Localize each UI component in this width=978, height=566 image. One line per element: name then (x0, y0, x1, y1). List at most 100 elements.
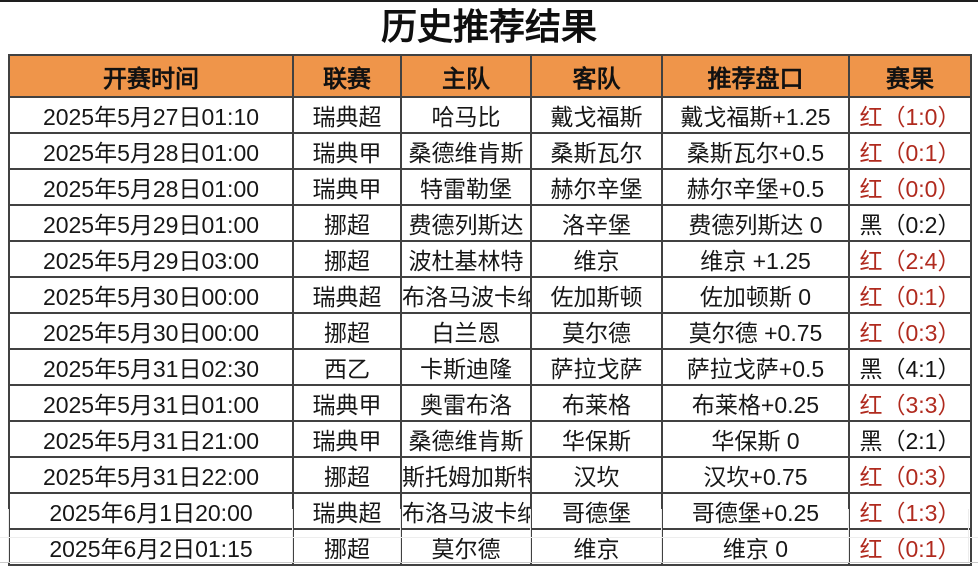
header-result: 赛果 (848, 54, 972, 98)
cell-away: 汉坎 (530, 456, 663, 494)
cell-result: 红（0:1） (848, 276, 972, 314)
header-league: 联赛 (292, 54, 402, 98)
table-row: 2025年5月28日01:00 瑞典甲 桑德维肯斯 桑斯瓦尔 桑斯瓦尔+0.5 红（0:1… (8, 132, 972, 170)
cell-time: 2025年5月30日00:00 (8, 312, 294, 350)
table-row: 2025年5月31日21:00 瑞典甲 桑德维肯斯 华保斯 华保斯 0 黑（2:1） (8, 420, 972, 458)
ghost-gridline-v (8, 509, 9, 562)
table-row: 2025年5月29日01:00 挪超 费德列斯达 洛辛堡 费德列斯达 0 黑（0:2） (8, 204, 972, 242)
cell-league: 瑞典超 (292, 276, 402, 314)
cell-result: 红（0:3） (848, 312, 972, 350)
cell-handicap: 哥德堡+0.25 (661, 492, 850, 530)
cell-handicap: 维京 0 (661, 528, 850, 566)
cell-result: 红（0:1） (848, 528, 972, 566)
cell-handicap: 华保斯 0 (661, 420, 850, 458)
header-away: 客队 (530, 54, 663, 98)
cell-time: 2025年5月31日02:30 (8, 348, 294, 386)
cell-away: 维京 (530, 240, 663, 278)
cell-home: 莫尔德 (400, 528, 532, 566)
cell-league: 瑞典超 (292, 492, 402, 530)
cell-home: 奥雷布洛 (400, 384, 532, 422)
table-row: 2025年5月27日01:10 瑞典超 哈马比 戴戈福斯 戴戈福斯+1.25 红（1:0） (8, 96, 972, 134)
cell-home: 布洛马波卡纳 (400, 276, 532, 314)
cell-handicap: 汉坎+0.75 (661, 456, 850, 494)
cell-away: 戴戈福斯 (530, 96, 663, 134)
cell-home: 费德列斯达 (400, 204, 532, 242)
cell-league: 挪超 (292, 204, 402, 242)
table-row: 2025年5月28日01:00 瑞典甲 特雷勒堡 赫尔辛堡 赫尔辛堡+0.5 红（0:0） (8, 168, 972, 206)
cell-away: 哥德堡 (530, 492, 663, 530)
results-table: 开赛时间 联赛 主队 客队 推荐盘口 赛果 2025年5月27日01:10 瑞典超… (8, 54, 972, 566)
cell-away: 洛辛堡 (530, 204, 663, 242)
cell-away: 莫尔德 (530, 312, 663, 350)
cell-away: 桑斯瓦尔 (530, 132, 663, 170)
cell-time: 2025年5月30日00:00 (8, 276, 294, 314)
cell-handicap: 萨拉戈萨+0.5 (661, 348, 850, 386)
cell-time: 2025年5月31日22:00 (8, 456, 294, 494)
cell-result: 黑（0:2） (848, 204, 972, 242)
cell-away: 维京 (530, 528, 663, 566)
cell-league: 挪超 (292, 312, 402, 350)
cell-away: 萨拉戈萨 (530, 348, 663, 386)
cell-handicap: 戴戈福斯+1.25 (661, 96, 850, 134)
cell-home: 波杜基林特 (400, 240, 532, 278)
cell-league: 瑞典甲 (292, 168, 402, 206)
cell-league: 挪超 (292, 456, 402, 494)
cell-home: 卡斯迪隆 (400, 348, 532, 386)
cell-handicap: 布莱格+0.25 (661, 384, 850, 422)
ghost-gridline-h (0, 537, 978, 538)
ghost-gridline-v (400, 509, 401, 562)
cell-time: 2025年6月2日01:15 (8, 528, 294, 566)
cell-handicap: 佐加顿斯 0 (661, 276, 850, 314)
header-home: 主队 (400, 54, 532, 98)
table-row: 2025年5月31日02:30 西乙 卡斯迪隆 萨拉戈萨 萨拉戈萨+0.5 黑（4:1） (8, 348, 972, 386)
top-border (0, 0, 978, 2)
cell-home: 哈马比 (400, 96, 532, 134)
table-body: 2025年5月27日01:10 瑞典超 哈马比 戴戈福斯 戴戈福斯+1.25 红（1:0）… (8, 96, 972, 566)
cell-home: 白兰恩 (400, 312, 532, 350)
table-row: 2025年6月2日01:15 挪超 莫尔德 维京 维京 0 红（0:1） (8, 528, 972, 566)
cell-result: 红（0:3） (848, 456, 972, 494)
cell-home: 斯托姆加斯特 (400, 456, 532, 494)
cell-time: 2025年5月28日01:00 (8, 168, 294, 206)
ghost-gridline-v (661, 509, 662, 562)
cell-time: 2025年5月27日01:10 (8, 96, 294, 134)
cell-result: 红（1:3） (848, 492, 972, 530)
cell-result: 黑（4:1） (848, 348, 972, 386)
cell-result: 黑（2:1） (848, 420, 972, 458)
cell-result: 红（0:0） (848, 168, 972, 206)
cell-handicap: 赫尔辛堡+0.5 (661, 168, 850, 206)
cell-league: 瑞典超 (292, 96, 402, 134)
ghost-gridline-v (848, 509, 849, 562)
cell-league: 瑞典甲 (292, 384, 402, 422)
cell-time: 2025年5月31日21:00 (8, 420, 294, 458)
header-time: 开赛时间 (8, 54, 294, 98)
table-row: 2025年5月30日00:00 挪超 白兰恩 莫尔德 莫尔德 +0.75 红（0:3） (8, 312, 972, 350)
cell-league: 瑞典甲 (292, 420, 402, 458)
cell-league: 瑞典甲 (292, 132, 402, 170)
cell-handicap: 桑斯瓦尔+0.5 (661, 132, 850, 170)
cell-handicap: 莫尔德 +0.75 (661, 312, 850, 350)
table-row: 2025年6月1日20:00 瑞典超 布洛马波卡纳 哥德堡 哥德堡+0.25 红（1:3） (8, 492, 972, 530)
cell-home: 桑德维肯斯 (400, 420, 532, 458)
cell-time: 2025年5月31日01:00 (8, 384, 294, 422)
cell-time: 2025年5月29日03:00 (8, 240, 294, 278)
cell-home: 布洛马波卡纳 (400, 492, 532, 530)
cell-league: 挪超 (292, 528, 402, 566)
cell-away: 华保斯 (530, 420, 663, 458)
cell-result: 红（3:3） (848, 384, 972, 422)
table-row: 2025年5月30日00:00 瑞典超 布洛马波卡纳 佐加斯顿 佐加顿斯 0 红（0:1） (8, 276, 972, 314)
header-handicap: 推荐盘口 (661, 54, 850, 98)
cell-result: 红（1:0） (848, 96, 972, 134)
cell-result: 红（0:1） (848, 132, 972, 170)
ghost-gridline-v (292, 509, 293, 562)
bottom-border (0, 562, 978, 563)
cell-result: 红（2:4） (848, 240, 972, 278)
cell-handicap: 费德列斯达 0 (661, 204, 850, 242)
cell-league: 挪超 (292, 240, 402, 278)
cell-away: 赫尔辛堡 (530, 168, 663, 206)
ghost-gridline-v (968, 509, 969, 562)
table-row: 2025年5月29日03:00 挪超 波杜基林特 维京 维京 +1.25 红（2:4） (8, 240, 972, 278)
cell-away: 布莱格 (530, 384, 663, 422)
cell-time: 2025年6月1日20:00 (8, 492, 294, 530)
cell-handicap: 维京 +1.25 (661, 240, 850, 278)
